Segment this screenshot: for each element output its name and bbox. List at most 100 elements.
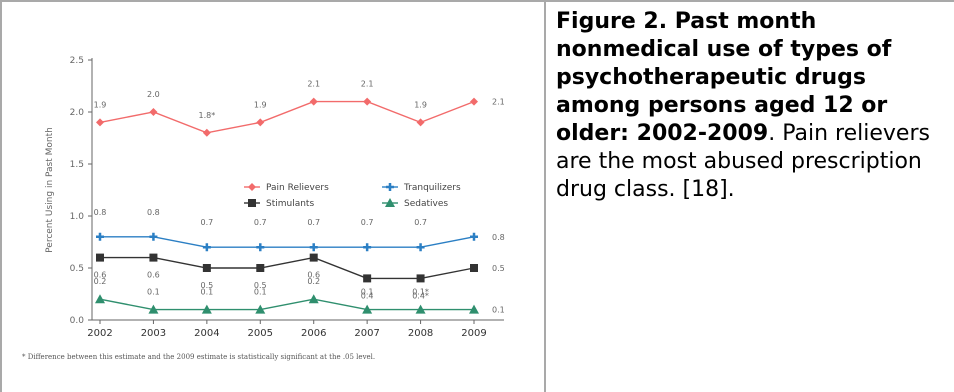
legend-marker bbox=[248, 183, 256, 191]
data-label: 1.9 bbox=[254, 100, 267, 109]
y-axis-title: Percent Using in Past Month bbox=[45, 127, 55, 253]
data-label: 0.6 bbox=[94, 271, 107, 280]
y-tick-label: 1.0 bbox=[70, 212, 85, 222]
data-point-pain-relievers bbox=[96, 118, 104, 127]
data-label: 2.1 bbox=[307, 80, 320, 89]
data-point-sedatives bbox=[415, 304, 426, 314]
data-point-sedatives bbox=[201, 304, 212, 314]
data-label: 0.5 bbox=[492, 264, 505, 273]
data-label: 0.7 bbox=[361, 218, 374, 227]
data-point-pain-relievers bbox=[256, 118, 265, 127]
data-label: 0.2 bbox=[307, 277, 320, 286]
data-label: 0.4* bbox=[412, 291, 429, 300]
data-point-pain-relievers bbox=[416, 118, 425, 127]
data-point-pain-relievers bbox=[309, 97, 318, 106]
caption-body: . Pain relievers are the most abused pre… bbox=[556, 121, 930, 202]
data-label: 0.7 bbox=[414, 218, 427, 227]
data-point-pain-relievers bbox=[202, 128, 211, 137]
data-label: 0.7 bbox=[254, 218, 267, 227]
legend-label: Pain Relievers bbox=[266, 183, 329, 193]
legend-label: Tranquilizers bbox=[403, 183, 461, 193]
y-tick-label: 0.5 bbox=[70, 264, 84, 274]
data-label: 0.1 bbox=[200, 288, 213, 297]
data-point-stimulants bbox=[256, 264, 265, 272]
x-tick-label: 2005 bbox=[248, 328, 273, 339]
data-label: 0.1 bbox=[361, 288, 374, 297]
data-label: 0.1* bbox=[412, 288, 429, 297]
series-line-tranquilizers bbox=[100, 236, 475, 248]
data-label: 1.9 bbox=[94, 100, 107, 109]
data-point-stimulants bbox=[309, 253, 318, 262]
legend-marker bbox=[248, 199, 256, 207]
caption-title: Figure 2. Past month nonmedical use of t… bbox=[556, 9, 892, 146]
y-tick-label: 1.5 bbox=[70, 160, 84, 170]
data-label: 0.1 bbox=[147, 288, 160, 297]
y-tick-label: 2.5 bbox=[70, 56, 84, 66]
series-line-pain-relievers bbox=[99, 100, 475, 134]
data-point-tranquilizers bbox=[149, 232, 158, 241]
legend-marker bbox=[386, 183, 394, 191]
x-tick-label: 2004 bbox=[194, 328, 219, 339]
data-label: 0.8 bbox=[147, 208, 160, 217]
x-tick-label: 2003 bbox=[141, 328, 166, 339]
series-line-stimulants bbox=[100, 256, 475, 280]
x-tick-label: 2006 bbox=[301, 328, 326, 339]
chart-panel: 0.0 0.5 1.0 1.5 2.0 2.5 2002 2003 2004 2005 2006 20… bbox=[2, 2, 544, 392]
data-point-stimulants bbox=[149, 253, 158, 262]
data-label: 0.1 bbox=[492, 306, 505, 315]
data-label: 1.8* bbox=[198, 111, 215, 120]
data-point-tranquilizers bbox=[363, 243, 372, 252]
data-label: 0.7 bbox=[307, 218, 320, 227]
data-point-tranquilizers bbox=[470, 232, 478, 241]
data-point-tranquilizers bbox=[96, 232, 104, 241]
data-label: 1.9 bbox=[414, 100, 427, 109]
y-tick-label: 0.0 bbox=[70, 316, 85, 326]
data-label: 2.0 bbox=[147, 90, 160, 99]
data-point-tranquilizers bbox=[202, 243, 211, 252]
x-tick-label: 2008 bbox=[408, 328, 433, 339]
data-point-sedatives bbox=[469, 304, 479, 314]
x-tick-label: 2007 bbox=[354, 328, 379, 339]
x-tick-label: 2002 bbox=[87, 328, 112, 339]
data-point-pain-relievers bbox=[149, 108, 158, 116]
legend-label: Stimulants bbox=[266, 199, 314, 209]
data-label: 0.4 bbox=[361, 291, 374, 300]
data-label: 0.7 bbox=[200, 218, 213, 227]
data-point-stimulants bbox=[416, 274, 425, 283]
data-point-tranquilizers bbox=[256, 243, 265, 252]
data-label: 0.5 bbox=[200, 281, 213, 290]
data-point-sedatives bbox=[255, 304, 266, 314]
data-point-sedatives bbox=[148, 304, 159, 314]
data-label: 0.8 bbox=[492, 233, 505, 242]
data-label: 0.5 bbox=[254, 281, 267, 290]
data-label: 0.2 bbox=[94, 277, 107, 286]
line-chart: 0.0 0.5 1.0 1.5 2.0 2.5 2002 2003 2004 2005 2006 20… bbox=[22, 56, 505, 361]
series-line-sedatives bbox=[99, 298, 474, 311]
data-label: 2.1 bbox=[361, 80, 374, 89]
figure-caption: Figure 2. Past month nonmedical use of t… bbox=[556, 8, 948, 204]
data-point-sedatives bbox=[362, 304, 373, 314]
data-point-stimulants bbox=[202, 264, 211, 272]
legend-marker bbox=[385, 198, 395, 207]
frame-top-border bbox=[0, 0, 954, 2]
data-label: 0.1 bbox=[254, 288, 267, 297]
data-point-pain-relievers bbox=[470, 97, 478, 106]
panel-divider bbox=[544, 0, 546, 392]
data-label: 0.6 bbox=[147, 271, 160, 280]
data-point-sedatives bbox=[95, 294, 105, 304]
legend-label: Sedatives bbox=[404, 199, 448, 209]
chart-footnote: * Difference between this estimate and t… bbox=[22, 353, 375, 361]
data-point-stimulants bbox=[470, 264, 478, 272]
data-point-stimulants bbox=[363, 274, 372, 283]
data-label: 0.8 bbox=[94, 208, 107, 217]
y-tick-label: 2.0 bbox=[70, 108, 85, 118]
x-tick-label: 2009 bbox=[461, 328, 486, 339]
frame-left-border bbox=[0, 0, 2, 392]
data-point-tranquilizers bbox=[416, 243, 425, 252]
data-point-pain-relievers bbox=[363, 97, 372, 106]
data-point-sedatives bbox=[308, 294, 319, 304]
data-point-tranquilizers bbox=[309, 243, 318, 252]
data-label: 0.6 bbox=[307, 271, 320, 280]
data-point-stimulants bbox=[96, 253, 104, 262]
data-label: 2.1 bbox=[492, 98, 505, 107]
